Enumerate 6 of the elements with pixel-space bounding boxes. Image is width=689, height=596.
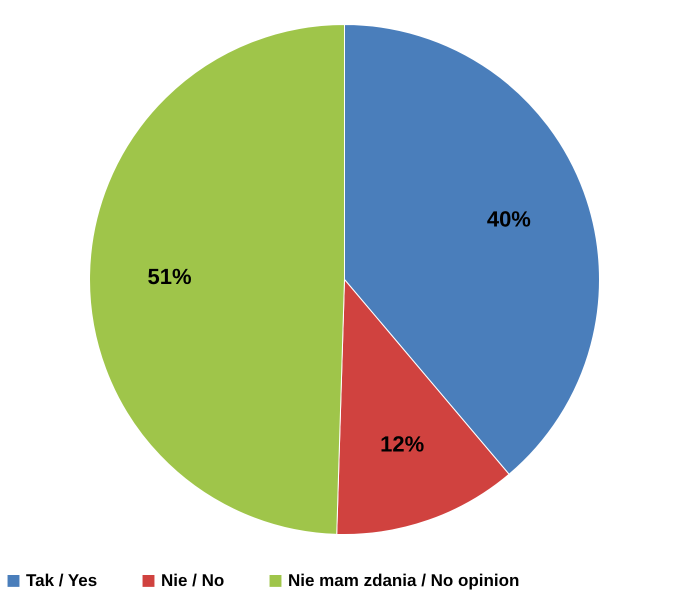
legend-label: Nie mam zdania / No opinion <box>288 570 520 590</box>
data-label: 51% <box>147 264 192 289</box>
legend-label: Nie / No <box>161 570 224 590</box>
legend-label: Tak / Yes <box>26 570 98 590</box>
data-label: 12% <box>380 432 424 457</box>
data-label: 40% <box>486 206 531 232</box>
